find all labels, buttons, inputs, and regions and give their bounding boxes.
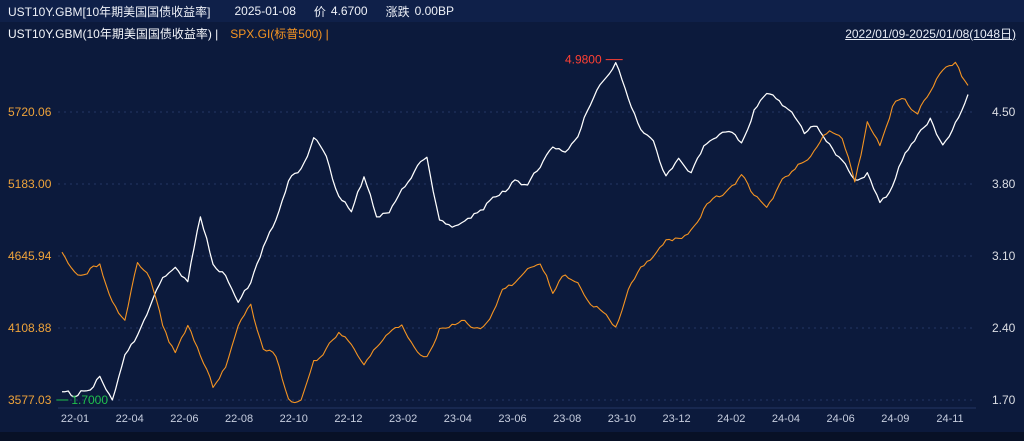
x-axis-label: 23-02 — [389, 413, 418, 425]
change-value: 0.00BP — [414, 4, 454, 18]
x-axis-label: 22-08 — [224, 413, 254, 425]
x-axis-label: 23-08 — [553, 413, 582, 425]
right-axis-label: 3.10 — [992, 249, 1016, 263]
price-value: 4.6700 — [330, 4, 368, 18]
legend-item-ust10y[interactable]: UST10Y.GBM(10年期美国国债收益率) | — [8, 26, 219, 41]
change-label: 涨跌 — [385, 4, 410, 19]
annotation-low-label: 1.7000 — [71, 393, 108, 407]
x-axis-label: 22-10 — [279, 413, 308, 425]
x-axis-label: 22-04 — [115, 413, 144, 425]
x-axis-label: 24-11 — [936, 413, 964, 425]
x-axis-label: 22-01 — [60, 413, 90, 425]
x-axis-label: 24-02 — [717, 413, 746, 425]
title-bar: UST10Y.GBM[10年期美国国债收益率] 2025-01-08 价 4.6… — [0, 0, 1024, 22]
left-axis-label: 5183.00 — [8, 177, 52, 191]
right-axis-label: 4.50 — [992, 105, 1016, 119]
right-axis-label: 2.40 — [992, 321, 1016, 335]
left-axis-label: 4108.88 — [8, 321, 52, 335]
legend-item-spx[interactable]: SPX.GI(标普500) | — [230, 26, 329, 41]
x-axis-label: 23-12 — [662, 413, 691, 425]
x-axis-label: 22-12 — [334, 413, 363, 425]
x-axis-label: 24-04 — [771, 413, 801, 425]
x-axis-label: 23-06 — [498, 413, 527, 425]
left-axis-label: 4645.94 — [8, 249, 52, 263]
x-axis-label: 22-06 — [170, 413, 199, 425]
x-axis-label: 23-04 — [443, 413, 472, 425]
instrument-title: UST10Y.GBM[10年期美国国债收益率] — [8, 4, 211, 19]
price-label: 价 — [313, 4, 326, 19]
x-axis-label: 24-09 — [881, 413, 910, 425]
x-axis-label: 24-06 — [826, 413, 855, 425]
legend-row: UST10Y.GBM(10年期美国国债收益率) | SPX.GI(标普500) … — [0, 22, 1024, 44]
annotation-high-label: 4.9800 — [565, 53, 602, 67]
ust10y-series-line — [61, 61, 969, 401]
bottom-strip — [0, 432, 1024, 441]
right-axis-label: 1.70 — [992, 393, 1016, 407]
left-axis-label: 5720.06 — [8, 105, 52, 119]
date-range-selector[interactable]: 2022/01/09-2025/01/08(1048日) — [845, 26, 1016, 41]
right-axis-label: 3.80 — [992, 177, 1016, 191]
x-axis-label: 23-10 — [607, 413, 636, 425]
quote-date: 2025-01-08 — [234, 4, 296, 18]
spx-series-line — [61, 61, 969, 404]
left-axis-label: 3577.03 — [8, 393, 52, 407]
